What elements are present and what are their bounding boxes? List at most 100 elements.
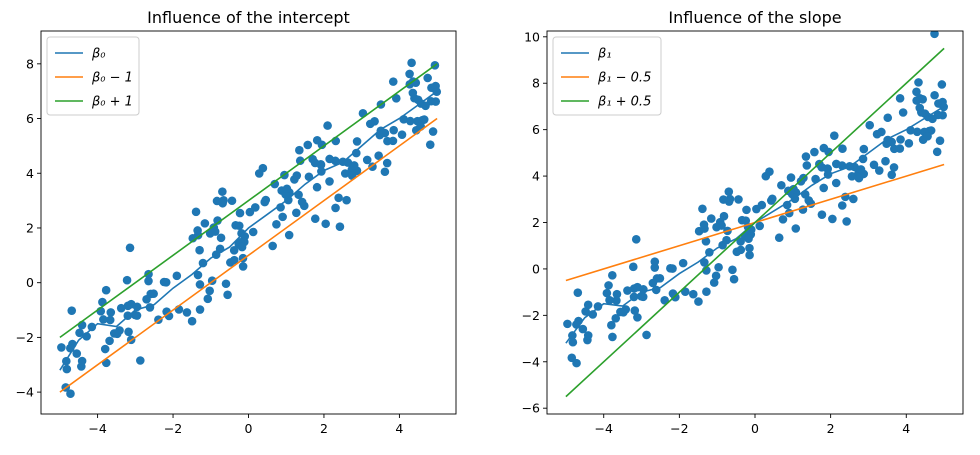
- scatter-point: [837, 201, 847, 210]
- scatter-point: [630, 306, 640, 315]
- scatter-point: [423, 73, 432, 83]
- scatter-point: [824, 147, 833, 157]
- scatter-point: [688, 289, 698, 299]
- scatter-point: [768, 194, 777, 204]
- scatter-point: [105, 315, 115, 325]
- scatter-point: [229, 246, 239, 255]
- scatter-points: [57, 1, 442, 399]
- series-line-1: [59, 90, 438, 371]
- scatter-point: [66, 389, 75, 399]
- y-tick-label: 4: [26, 166, 34, 181]
- scatter-point: [365, 119, 375, 129]
- y-tick-label: 10: [524, 29, 540, 44]
- scatter-point: [205, 286, 214, 296]
- scatter-point: [849, 194, 858, 204]
- scatter-point: [331, 203, 340, 213]
- scatter-point: [745, 243, 754, 253]
- scatter-point: [791, 224, 801, 233]
- scatter-point: [914, 78, 923, 87]
- scatter-point: [859, 144, 869, 154]
- scatter-point: [116, 303, 126, 313]
- scatter-point: [295, 156, 305, 166]
- scatter-point: [303, 140, 313, 150]
- scatter-point: [62, 364, 72, 374]
- scatter-point: [774, 233, 784, 243]
- x-tick-label: 0: [751, 421, 759, 436]
- scatter-point: [700, 258, 709, 267]
- scatter-point: [736, 237, 745, 246]
- y-tick-label: 4: [532, 169, 540, 184]
- scatter-point: [218, 187, 227, 196]
- y-tick-label: 8: [26, 56, 34, 71]
- scatter-point: [295, 145, 304, 155]
- scatter-point: [75, 328, 84, 338]
- scatter-point: [159, 277, 169, 287]
- scatter-point: [405, 69, 414, 79]
- scatter-point: [335, 222, 345, 232]
- scatter-point: [706, 214, 716, 223]
- scatter-point: [699, 220, 709, 229]
- scatter-point: [122, 275, 132, 285]
- scatter-point: [282, 184, 292, 194]
- scatter-point: [317, 140, 327, 150]
- scatter-point: [666, 264, 675, 273]
- scatter-point: [801, 152, 811, 161]
- scatter-point: [810, 147, 819, 157]
- x-tick-label: 4: [395, 421, 403, 436]
- scatter-point: [668, 289, 678, 298]
- scatter-point: [581, 307, 590, 316]
- scatter-point: [421, 101, 430, 111]
- scatter-point: [831, 178, 841, 188]
- scatter-point: [642, 330, 651, 340]
- scatter-point: [915, 103, 925, 113]
- scatter-point: [631, 235, 641, 244]
- scatter-point: [937, 80, 947, 89]
- scatter-point: [604, 281, 613, 290]
- scatter-point: [213, 216, 222, 225]
- scatter-point: [193, 270, 203, 280]
- scatter-point: [588, 310, 598, 319]
- scatter-point: [198, 258, 208, 268]
- x-tick-label: 0: [245, 421, 253, 436]
- scatter-point: [374, 151, 383, 161]
- y-tick-label: 2: [26, 220, 34, 235]
- scatter-point: [99, 315, 108, 324]
- scatter-point: [105, 336, 114, 346]
- scatter-point: [778, 215, 788, 224]
- scatter-point: [270, 179, 280, 189]
- scatter-point: [351, 148, 361, 158]
- scatter-point: [938, 110, 947, 120]
- scatter-point: [842, 217, 851, 226]
- scatter-point: [838, 144, 847, 153]
- scatter-point: [423, 1, 432, 10]
- scatter-point: [568, 337, 578, 347]
- scatter-point: [714, 262, 723, 272]
- scatter-point: [292, 208, 301, 218]
- y-tick-label: 2: [532, 215, 540, 230]
- scatter-point: [887, 170, 897, 180]
- scatter-point: [709, 278, 719, 287]
- scatter-point: [637, 292, 646, 301]
- scatter-point: [331, 156, 340, 166]
- scatter-point: [605, 295, 614, 305]
- scatter-point: [817, 210, 827, 219]
- scatter-point: [67, 306, 77, 315]
- scatter-point: [352, 137, 362, 146]
- scatter-point: [789, 184, 798, 194]
- scatter-point: [912, 87, 921, 97]
- scatter-point: [187, 316, 197, 326]
- scatter-point: [124, 327, 133, 337]
- scatter-point: [144, 276, 153, 286]
- chart-panel-2: Influence of the slope −4 −2 0 2 4 −6 −4 −2 0 2 4 6 8…: [522, 8, 964, 436]
- scatter-point: [221, 279, 231, 289]
- scatter-point: [248, 227, 258, 237]
- series-line-2: [59, 117, 438, 393]
- scatter-point: [389, 125, 398, 135]
- scatter-points: [563, 31, 949, 368]
- scatter-point: [611, 313, 621, 323]
- scatter-point: [742, 205, 751, 215]
- scatter-point: [607, 320, 616, 330]
- scatter-point: [195, 245, 204, 255]
- scatter-point: [397, 130, 407, 139]
